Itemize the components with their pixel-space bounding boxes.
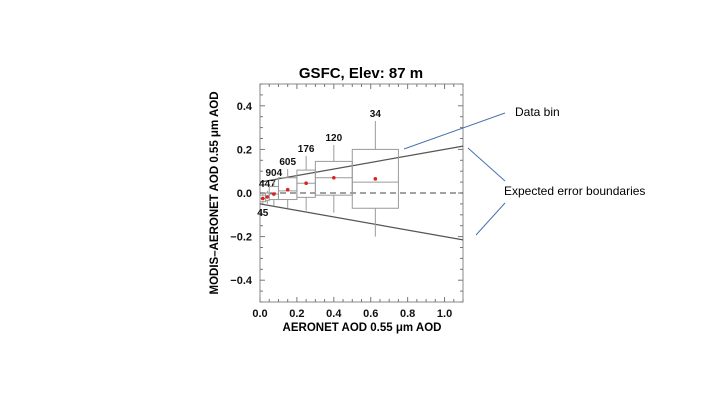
- mean-point: [373, 177, 378, 181]
- x-tick-label: 0.8: [400, 308, 415, 320]
- bin-count-label: 34: [370, 109, 382, 120]
- x-tick-label: 0.2: [289, 308, 304, 320]
- data-bin-annotation: Data bin: [515, 105, 560, 119]
- y-tick-label: 0.4: [237, 101, 253, 113]
- bin-count-label: 605: [279, 157, 296, 168]
- ee-upper-line: [259, 145, 464, 183]
- bin-count-label: 447: [259, 179, 276, 190]
- bin-count-label: 176: [298, 144, 315, 155]
- x-axis-label: AERONET AOD 0.55 μm AOD: [283, 322, 442, 334]
- mean-point: [265, 195, 270, 199]
- ee-lower-pointer: [475, 202, 506, 236]
- y-tick-label: 0.2: [237, 144, 252, 156]
- mean-point: [272, 192, 276, 196]
- chart-title: GSFC, Elev: 87 m: [299, 65, 423, 82]
- mean-point: [332, 175, 336, 180]
- bin-count-label: 120: [325, 133, 342, 144]
- y-tick-label: 0.0: [237, 188, 252, 200]
- x-tick-label: 1.0: [437, 308, 452, 320]
- y-tick-label: −0.4: [230, 275, 253, 287]
- box: [351, 148, 399, 209]
- x-tick-label: 0.0: [252, 308, 267, 320]
- ee-lower-line: [259, 203, 464, 241]
- mean-point: [285, 187, 290, 192]
- x-tick-label: 0.6: [363, 308, 378, 320]
- data-bin-pointer: [403, 112, 506, 150]
- bin-count-label: 904: [265, 168, 282, 179]
- y-tick-label: −0.2: [230, 232, 252, 244]
- ee-upper-pointer: [467, 147, 506, 182]
- y-axis-label: MODIS–AERONET AOD 0.55 μm AOD: [209, 92, 221, 295]
- expected-error-annotation: Expected error boundaries: [504, 184, 646, 198]
- mean-point: [304, 181, 308, 185]
- bin-count-label: 45: [257, 208, 269, 219]
- x-tick-label: 0.4: [326, 308, 342, 320]
- mean-point: [260, 196, 265, 201]
